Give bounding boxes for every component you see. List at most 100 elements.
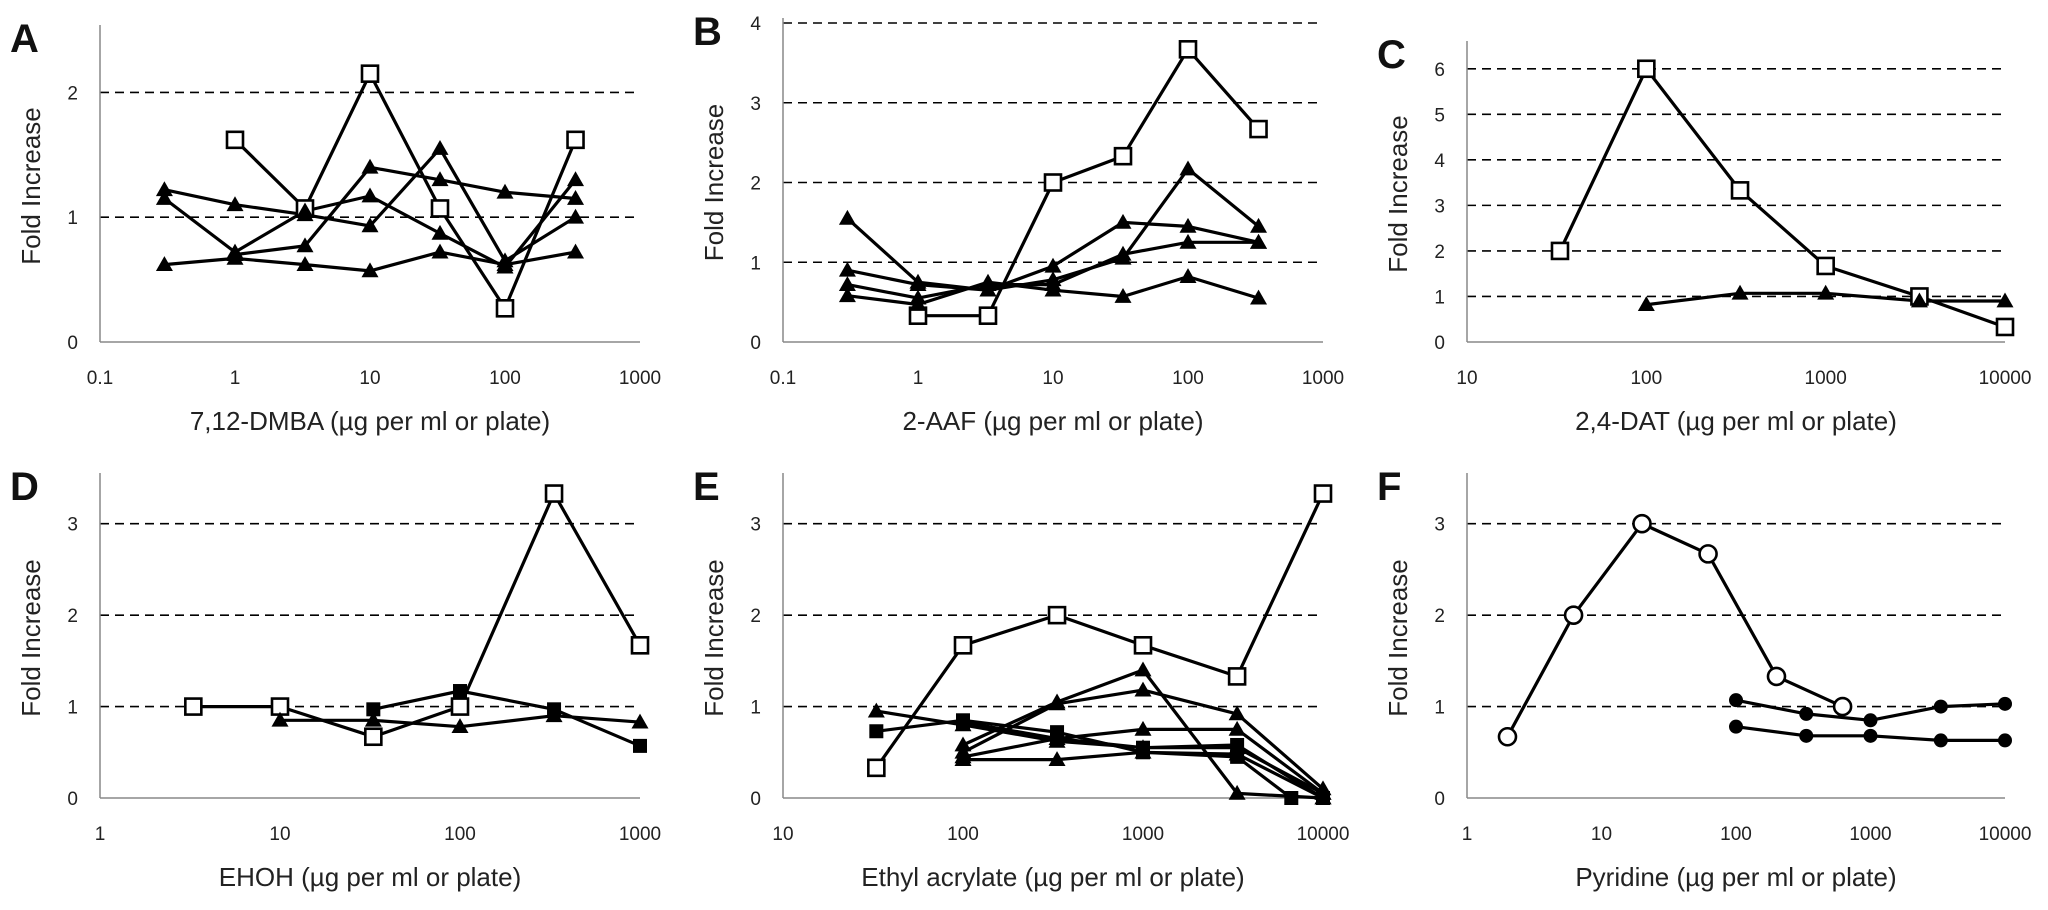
y-axis-title-B: Fold Increase bbox=[699, 104, 729, 262]
marker-pE-s4-2 bbox=[1134, 720, 1152, 736]
marker-pE-s0-2 bbox=[1047, 605, 1067, 625]
marker-pA-s1-4 bbox=[431, 140, 449, 155]
marker-pB-s3-0 bbox=[838, 276, 856, 291]
marker-pA-s3-3 bbox=[431, 171, 449, 187]
x-axis-title-E: Ethyl acrylate (µg per ml or plate) bbox=[861, 862, 1244, 892]
y-tick-label-B-2: 2 bbox=[750, 174, 761, 195]
marker-pF-s1-2 bbox=[1863, 713, 1878, 728]
series-line-E-4 bbox=[962, 727, 1324, 795]
y-tick-label-F-3: 3 bbox=[1434, 515, 1445, 536]
x-tick-label-C-3: 10000 bbox=[1979, 368, 2032, 389]
x-tick-label-B-2: 10 bbox=[1042, 368, 1063, 389]
panel-letter-D: D bbox=[10, 465, 39, 509]
x-axis-title-B: 2-AAF (µg per ml or plate) bbox=[902, 406, 1203, 436]
marker-pF-s0-4 bbox=[1766, 666, 1787, 687]
marker-pB-s2-5 bbox=[1179, 217, 1197, 233]
marker-pE-s5-1 bbox=[1048, 751, 1066, 766]
series-line-A-3 bbox=[234, 165, 576, 257]
marker-pA-s1-6 bbox=[567, 208, 585, 224]
marker-pD-s0-0 bbox=[184, 697, 203, 716]
marker-pF-s1-1 bbox=[1799, 706, 1814, 721]
marker-pA-s0-5 bbox=[566, 130, 585, 150]
marker-pB-s1-5 bbox=[1179, 160, 1197, 176]
y-tick-label-D-3: 3 bbox=[67, 515, 78, 536]
x-tick-label-B-3: 100 bbox=[1172, 368, 1204, 389]
y-axis-title-C: Fold Increase bbox=[1383, 115, 1413, 273]
marker-pD-s1-1 bbox=[364, 711, 382, 727]
y-tick-label-A-2: 2 bbox=[67, 83, 78, 104]
marker-pE-s4-3 bbox=[1228, 720, 1246, 736]
x-tick-label-E-0: 10 bbox=[772, 824, 793, 845]
panel-E: 10 100 1000 10000 0 1 2 3 Ethyl acrylate (µg per… bbox=[693, 465, 1349, 892]
marker-pE-s2-2 bbox=[1134, 661, 1152, 677]
x-tick-label-B-0: 0.1 bbox=[770, 368, 796, 389]
marker-pE-s3-3 bbox=[1228, 705, 1246, 721]
marker-pE-s0-3 bbox=[1133, 636, 1153, 655]
series-line-D-0 bbox=[193, 491, 642, 739]
y-tick-label-C-0: 0 bbox=[1434, 333, 1445, 354]
marker-pB-s3-5 bbox=[1179, 233, 1197, 249]
x-tick-label-A-0: 0.1 bbox=[87, 368, 113, 389]
panel-letter-B: B bbox=[693, 10, 722, 54]
marker-pE-s6-5 bbox=[1284, 791, 1299, 805]
marker-pB-s1-0 bbox=[838, 209, 856, 225]
marker-pB-s4-5 bbox=[1179, 268, 1197, 283]
marker-pB-s4-2 bbox=[979, 273, 997, 289]
marker-pA-s0-0 bbox=[225, 130, 245, 150]
marker-pE-s1-0 bbox=[867, 702, 885, 718]
y-tick-label-B-4: 4 bbox=[750, 14, 761, 35]
marker-pE-s3-2 bbox=[1134, 681, 1152, 697]
marker-pF-s1-3 bbox=[1933, 699, 1948, 714]
marker-pD-s1-4 bbox=[631, 713, 649, 729]
marker-pE-s7-4 bbox=[1316, 791, 1330, 805]
marker-pF-s0-3 bbox=[1698, 544, 1718, 564]
x-tick-label-E-2: 1000 bbox=[1122, 824, 1164, 845]
marker-pF-s2-3 bbox=[1933, 733, 1948, 748]
y-tick-label-A-1: 1 bbox=[67, 208, 78, 229]
y-tick-label-D-0: 0 bbox=[67, 789, 78, 810]
marker-pB-s3-4 bbox=[1114, 245, 1132, 261]
marker-pF-s2-1 bbox=[1799, 728, 1814, 743]
y-tick-label-C-4: 4 bbox=[1434, 151, 1445, 172]
marker-pC-s1-0 bbox=[1637, 296, 1655, 312]
y-tick-label-E-2: 2 bbox=[750, 606, 761, 627]
y-tick-label-D-1: 1 bbox=[67, 698, 78, 719]
x-tick-label-F-1: 10 bbox=[1591, 824, 1612, 845]
x-tick-label-A-4: 1000 bbox=[619, 368, 661, 389]
marker-pA-s4-6 bbox=[567, 243, 585, 259]
y-tick-label-C-5: 5 bbox=[1434, 105, 1445, 126]
marker-pC-s0-0 bbox=[1550, 241, 1570, 261]
series-line-B-0 bbox=[918, 47, 1260, 318]
panel-A: 0.1 1 10 100 1000 0 1 2 7,12-DMBA (µg per ml or … bbox=[10, 17, 661, 436]
y-tick-label-C-1: 1 bbox=[1434, 287, 1445, 308]
y-axis-title-F: Fold Increase bbox=[1383, 559, 1413, 717]
y-tick-label-B-3: 3 bbox=[750, 94, 761, 115]
series-line-E-6 bbox=[876, 718, 1293, 800]
marker-pD-s2-0 bbox=[366, 702, 381, 717]
x-tick-label-E-1: 100 bbox=[947, 824, 979, 845]
y-tick-label-A-0: 0 bbox=[67, 333, 78, 354]
x-tick-label-B-4: 1000 bbox=[1302, 368, 1344, 389]
marker-pF-s0-0 bbox=[1497, 726, 1518, 747]
x-tick-label-A-3: 100 bbox=[489, 368, 521, 389]
marker-pA-s0-2 bbox=[360, 64, 380, 83]
x-tick-label-E-3: 10000 bbox=[1297, 824, 1350, 845]
marker-pB-s0-3 bbox=[1113, 146, 1133, 166]
marker-pB-s2-1 bbox=[909, 276, 927, 291]
marker-pF-s0-1 bbox=[1563, 605, 1584, 625]
marker-pA-s3-4 bbox=[496, 183, 514, 199]
marker-pB-s0-2 bbox=[1043, 173, 1063, 192]
series-line-C-0 bbox=[1558, 67, 2006, 329]
marker-pA-s4-4 bbox=[431, 243, 449, 259]
marker-pB-s1-6 bbox=[1250, 217, 1268, 233]
x-tick-label-C-1: 100 bbox=[1630, 368, 1662, 389]
marker-pA-s3-2 bbox=[361, 158, 379, 174]
marker-pA-s4-0 bbox=[155, 256, 173, 271]
marker-pF-s2-0 bbox=[1729, 719, 1743, 734]
x-tick-label-F-3: 1000 bbox=[1849, 824, 1891, 845]
marker-pB-s3-6 bbox=[1250, 233, 1268, 249]
marker-pE-s0-5 bbox=[1313, 484, 1333, 503]
marker-pA-s1-3 bbox=[361, 217, 379, 233]
x-axis-title-D: EHOH (µg per ml or plate) bbox=[219, 862, 522, 892]
